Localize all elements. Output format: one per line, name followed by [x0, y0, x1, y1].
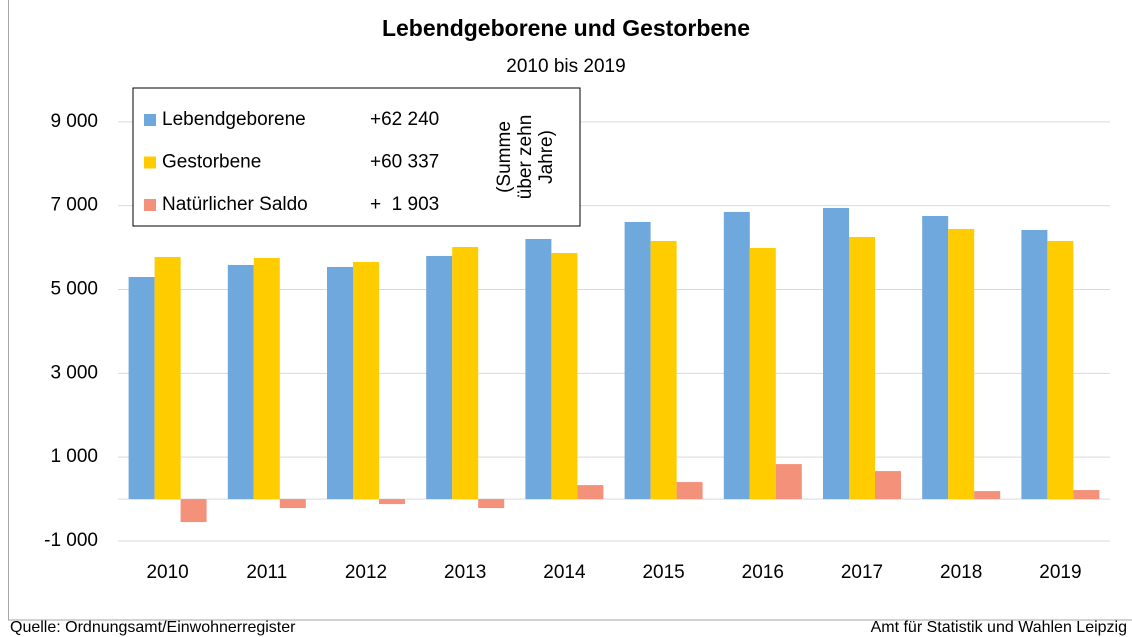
x-tick-label: 2012 — [345, 562, 387, 583]
bar — [478, 499, 505, 509]
bar — [154, 256, 181, 500]
legend-swatch — [144, 156, 156, 169]
bar — [253, 257, 280, 500]
x-tick-label: 2014 — [543, 562, 586, 583]
y-tick-label: 3 000 — [50, 362, 98, 383]
legend-total: +62 240 — [370, 109, 439, 130]
bar — [1073, 490, 1100, 500]
bar — [353, 261, 379, 500]
bar — [452, 246, 479, 500]
bar — [128, 276, 155, 500]
legend-swatch — [144, 114, 156, 126]
x-tick-label: 2019 — [1039, 562, 1081, 583]
bar — [577, 485, 604, 500]
bar — [823, 207, 849, 500]
bar — [974, 491, 1001, 500]
chart-subtitle: 2010 bis 2019 — [506, 56, 625, 77]
bar — [379, 499, 405, 505]
y-tick-label: -1 000 — [44, 530, 98, 551]
y-tick-label: 7 000 — [50, 195, 98, 216]
legend: Lebendgeborene +62 240 Gestorbene +60 337 Na… — [132, 87, 581, 227]
legend-total: +60 337 — [370, 152, 439, 173]
bar — [650, 240, 677, 500]
bar — [180, 499, 207, 523]
x-tick-label: 2011 — [246, 562, 287, 583]
bar — [1021, 229, 1048, 500]
bar — [279, 499, 306, 509]
x-tick-label: 2017 — [841, 562, 883, 583]
legend-note: (Summe — [494, 121, 515, 193]
x-tick-label: 2016 — [742, 562, 784, 583]
y-tick-label: 9 000 — [50, 111, 98, 132]
bar — [227, 264, 254, 500]
bar — [723, 211, 750, 500]
y-tick-label: 5 000 — [50, 279, 98, 300]
bar — [1047, 240, 1074, 500]
x-tick-label: 2015 — [642, 562, 684, 583]
publisher: Amt für Statistik und Wahlen Leipzig — [871, 619, 1127, 636]
bar — [676, 482, 703, 500]
legend-label: Lebendgeborene — [162, 109, 306, 130]
legend-note: über zehn — [515, 115, 536, 200]
bar — [525, 238, 552, 500]
bar — [551, 252, 578, 500]
bar — [922, 215, 949, 500]
x-tick-label: 2010 — [146, 562, 188, 583]
legend-swatch — [144, 199, 156, 211]
bar — [624, 221, 651, 500]
legend-note: Jahre) — [536, 130, 557, 184]
bar — [327, 266, 353, 500]
legend-label: Natürlicher Saldo — [162, 194, 308, 215]
legend-box — [132, 87, 581, 227]
chart-title: Lebendgeborene und Gestorbene — [382, 15, 750, 41]
legend-label: Gestorbene — [162, 152, 261, 173]
x-tick-label: 2013 — [444, 562, 486, 583]
bar — [875, 471, 901, 500]
chart-border — [8, 0, 1132, 621]
bar — [948, 228, 975, 500]
bar — [426, 255, 453, 500]
legend-total: + 1 903 — [370, 194, 439, 215]
bar — [775, 464, 802, 500]
source: Quelle: Ordnungsamt/Einwohnerregister — [10, 619, 296, 636]
bar — [749, 247, 776, 500]
y-tick-label: 1 000 — [50, 446, 98, 467]
x-tick-label: 2018 — [940, 562, 982, 583]
bar — [849, 236, 875, 500]
